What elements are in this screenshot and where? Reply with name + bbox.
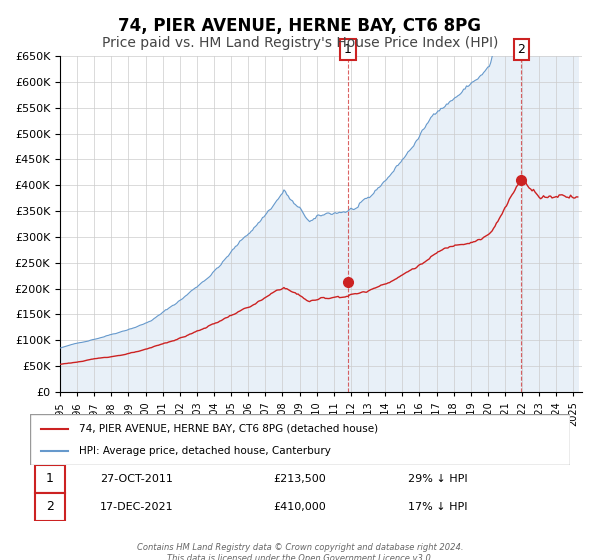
Text: 1: 1: [46, 472, 54, 486]
Text: £410,000: £410,000: [273, 502, 326, 512]
Text: 17% ↓ HPI: 17% ↓ HPI: [408, 502, 467, 512]
Text: 1: 1: [344, 43, 352, 56]
FancyBboxPatch shape: [35, 493, 65, 521]
Text: Price paid vs. HM Land Registry's House Price Index (HPI): Price paid vs. HM Land Registry's House …: [102, 36, 498, 50]
Text: 17-DEC-2021: 17-DEC-2021: [100, 502, 174, 512]
Text: 29% ↓ HPI: 29% ↓ HPI: [408, 474, 467, 484]
Text: 74, PIER AVENUE, HERNE BAY, CT6 8PG: 74, PIER AVENUE, HERNE BAY, CT6 8PG: [119, 17, 482, 35]
FancyBboxPatch shape: [30, 414, 570, 465]
Text: 2: 2: [46, 500, 54, 514]
FancyBboxPatch shape: [35, 465, 65, 493]
Text: 74, PIER AVENUE, HERNE BAY, CT6 8PG (detached house): 74, PIER AVENUE, HERNE BAY, CT6 8PG (det…: [79, 423, 378, 433]
Text: 27-OCT-2011: 27-OCT-2011: [100, 474, 173, 484]
Text: HPI: Average price, detached house, Canterbury: HPI: Average price, detached house, Cant…: [79, 446, 331, 456]
Text: £213,500: £213,500: [273, 474, 326, 484]
Text: 2: 2: [517, 43, 526, 56]
Text: Contains HM Land Registry data © Crown copyright and database right 2024.
This d: Contains HM Land Registry data © Crown c…: [137, 543, 463, 560]
